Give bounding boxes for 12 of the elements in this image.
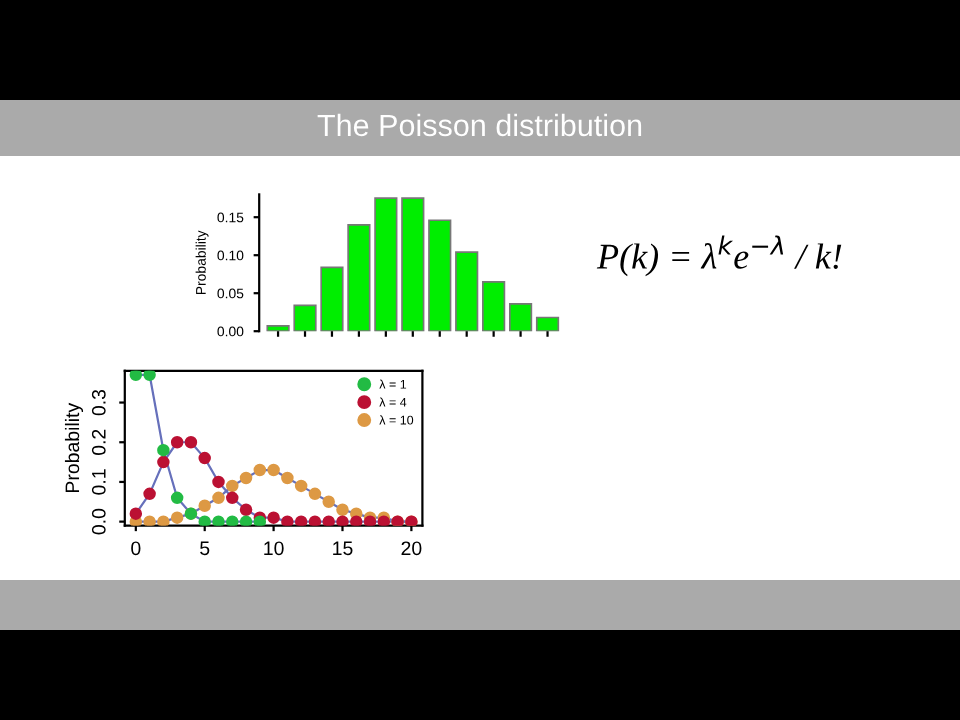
x-tick-label: 10	[264, 541, 284, 556]
text: P(k) = λ$^{k}$e$^{−λ}$ / k!	[596, 235, 842, 277]
y-tick-label: 0.3	[91, 389, 106, 416]
x-tick-label: 20	[401, 541, 422, 556]
chart-title: The Poisson distribution	[317, 113, 642, 137]
y-tick-label: 0.1	[91, 469, 106, 495]
y-tick-label: 0.0	[91, 508, 106, 535]
x-tick-label: 5	[200, 541, 210, 556]
x-tick-label: 0	[131, 541, 141, 556]
y-tick-label: 0.2	[91, 429, 106, 455]
y-axis-title: Probability	[64, 402, 84, 492]
x-tick-label: 15	[333, 541, 353, 556]
